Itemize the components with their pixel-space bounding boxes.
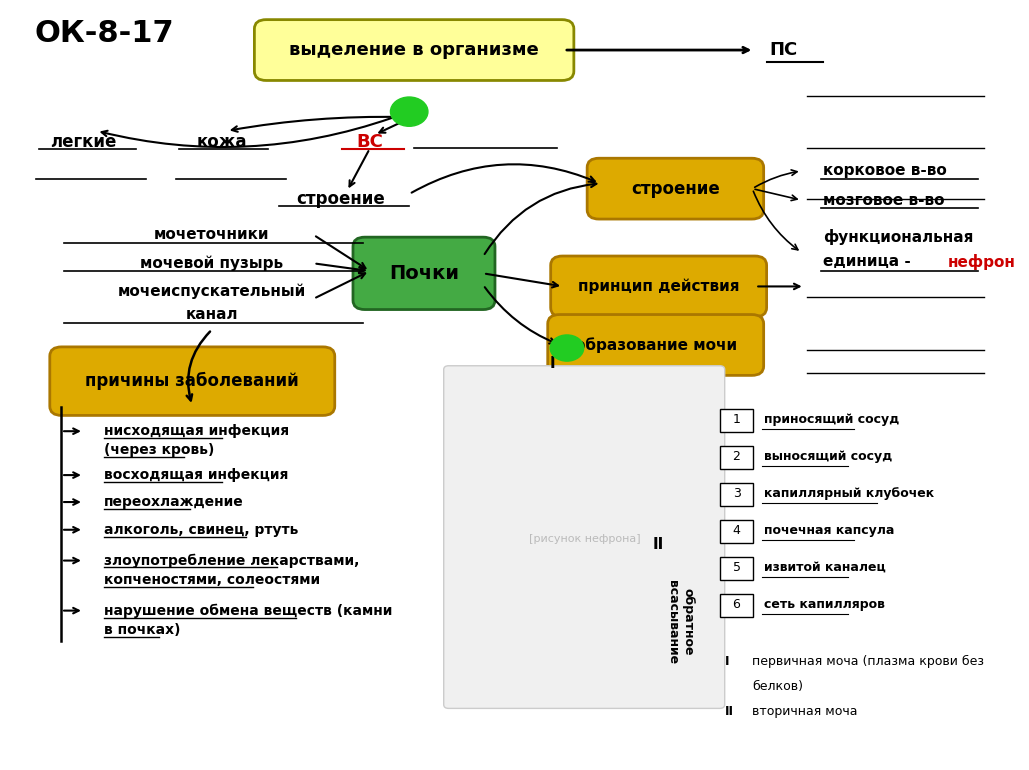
Text: почечная капсула: почечная капсула [765, 524, 894, 537]
Text: корковое в-во: корковое в-во [823, 163, 947, 179]
FancyBboxPatch shape [49, 347, 334, 416]
Text: 5: 5 [733, 561, 741, 574]
FancyBboxPatch shape [443, 366, 724, 708]
Text: обратное
всасывание: обратное всасывание [667, 580, 695, 665]
Text: нарушение обмена веществ (камни: нарушение обмена веществ (камни [104, 604, 392, 618]
Text: мочевой пузырь: мочевой пузырь [140, 256, 284, 271]
Text: 4: 4 [733, 524, 741, 537]
Text: канал: канал [186, 306, 239, 322]
FancyBboxPatch shape [353, 237, 495, 310]
FancyBboxPatch shape [588, 159, 764, 219]
FancyBboxPatch shape [719, 520, 753, 543]
Text: восходящая инфекция: восходящая инфекция [104, 468, 288, 482]
Text: 6: 6 [733, 598, 741, 611]
FancyBboxPatch shape [719, 594, 753, 617]
Text: белков): белков) [752, 680, 804, 693]
Text: строение: строение [631, 179, 720, 198]
Text: мочеиспускательный: мочеиспускательный [118, 283, 306, 299]
Text: 2: 2 [733, 450, 741, 463]
Text: 3: 3 [733, 487, 741, 500]
Text: кожа: кожа [197, 133, 247, 152]
Text: злоупотребление лекарствами,: злоупотребление лекарствами, [104, 554, 359, 567]
Text: нефрон: нефрон [948, 254, 1016, 270]
Text: единица -: единица - [823, 254, 916, 270]
Text: причины заболеваний: причины заболеваний [85, 372, 299, 390]
Text: приносящий сосуд: приносящий сосуд [765, 413, 899, 426]
Text: первичная моча (плазма крови без: первичная моча (плазма крови без [752, 655, 985, 668]
Circle shape [390, 97, 428, 126]
FancyBboxPatch shape [547, 315, 764, 376]
FancyBboxPatch shape [719, 557, 753, 580]
Text: извитой каналец: извитой каналец [765, 561, 886, 574]
Text: нисходящая инфекция: нисходящая инфекция [104, 424, 289, 438]
Text: ОК-8-17: ОК-8-17 [35, 19, 174, 49]
Text: принцип действия: принцип действия [578, 279, 740, 294]
FancyBboxPatch shape [551, 256, 767, 317]
Text: ВС: ВС [356, 133, 383, 152]
Text: 1: 1 [733, 413, 741, 426]
Text: функциональная: функциональная [823, 229, 973, 245]
FancyBboxPatch shape [254, 20, 574, 81]
FancyBboxPatch shape [719, 446, 753, 469]
Text: [рисунок нефрона]: [рисунок нефрона] [529, 534, 640, 544]
Text: строение: строение [295, 189, 385, 208]
Text: мочеточники: мочеточники [154, 227, 270, 243]
Text: в почках): в почках) [104, 623, 180, 637]
FancyBboxPatch shape [719, 409, 753, 432]
Text: мозговое в-во: мозговое в-во [823, 192, 945, 208]
Circle shape [551, 335, 583, 361]
Text: вторичная моча: вторичная моча [752, 705, 858, 718]
Text: (через кровь): (через кровь) [104, 444, 214, 457]
Text: сеть капилляров: сеть капилляров [765, 598, 885, 611]
Text: алкоголь, свинец, ртуть: алкоголь, свинец, ртуть [104, 523, 298, 537]
Text: ПС: ПС [769, 41, 797, 59]
Text: переохлаждение: переохлаждение [104, 495, 243, 509]
Text: копченостями, солеостями: копченостями, солеостями [104, 573, 320, 587]
Text: I: I [724, 655, 730, 668]
Text: Почки: Почки [389, 264, 459, 283]
Text: капиллярный клубочек: капиллярный клубочек [765, 487, 934, 500]
Text: I: I [549, 356, 555, 371]
Text: выносящий сосуд: выносящий сосуд [765, 450, 892, 463]
Text: выделение в организме: выделение в организме [289, 41, 539, 59]
Text: образование мочи: образование мочи [574, 337, 737, 353]
Text: II: II [724, 705, 734, 718]
FancyBboxPatch shape [719, 483, 753, 506]
Text: легкие: легкие [50, 133, 117, 152]
Text: II: II [653, 537, 665, 552]
